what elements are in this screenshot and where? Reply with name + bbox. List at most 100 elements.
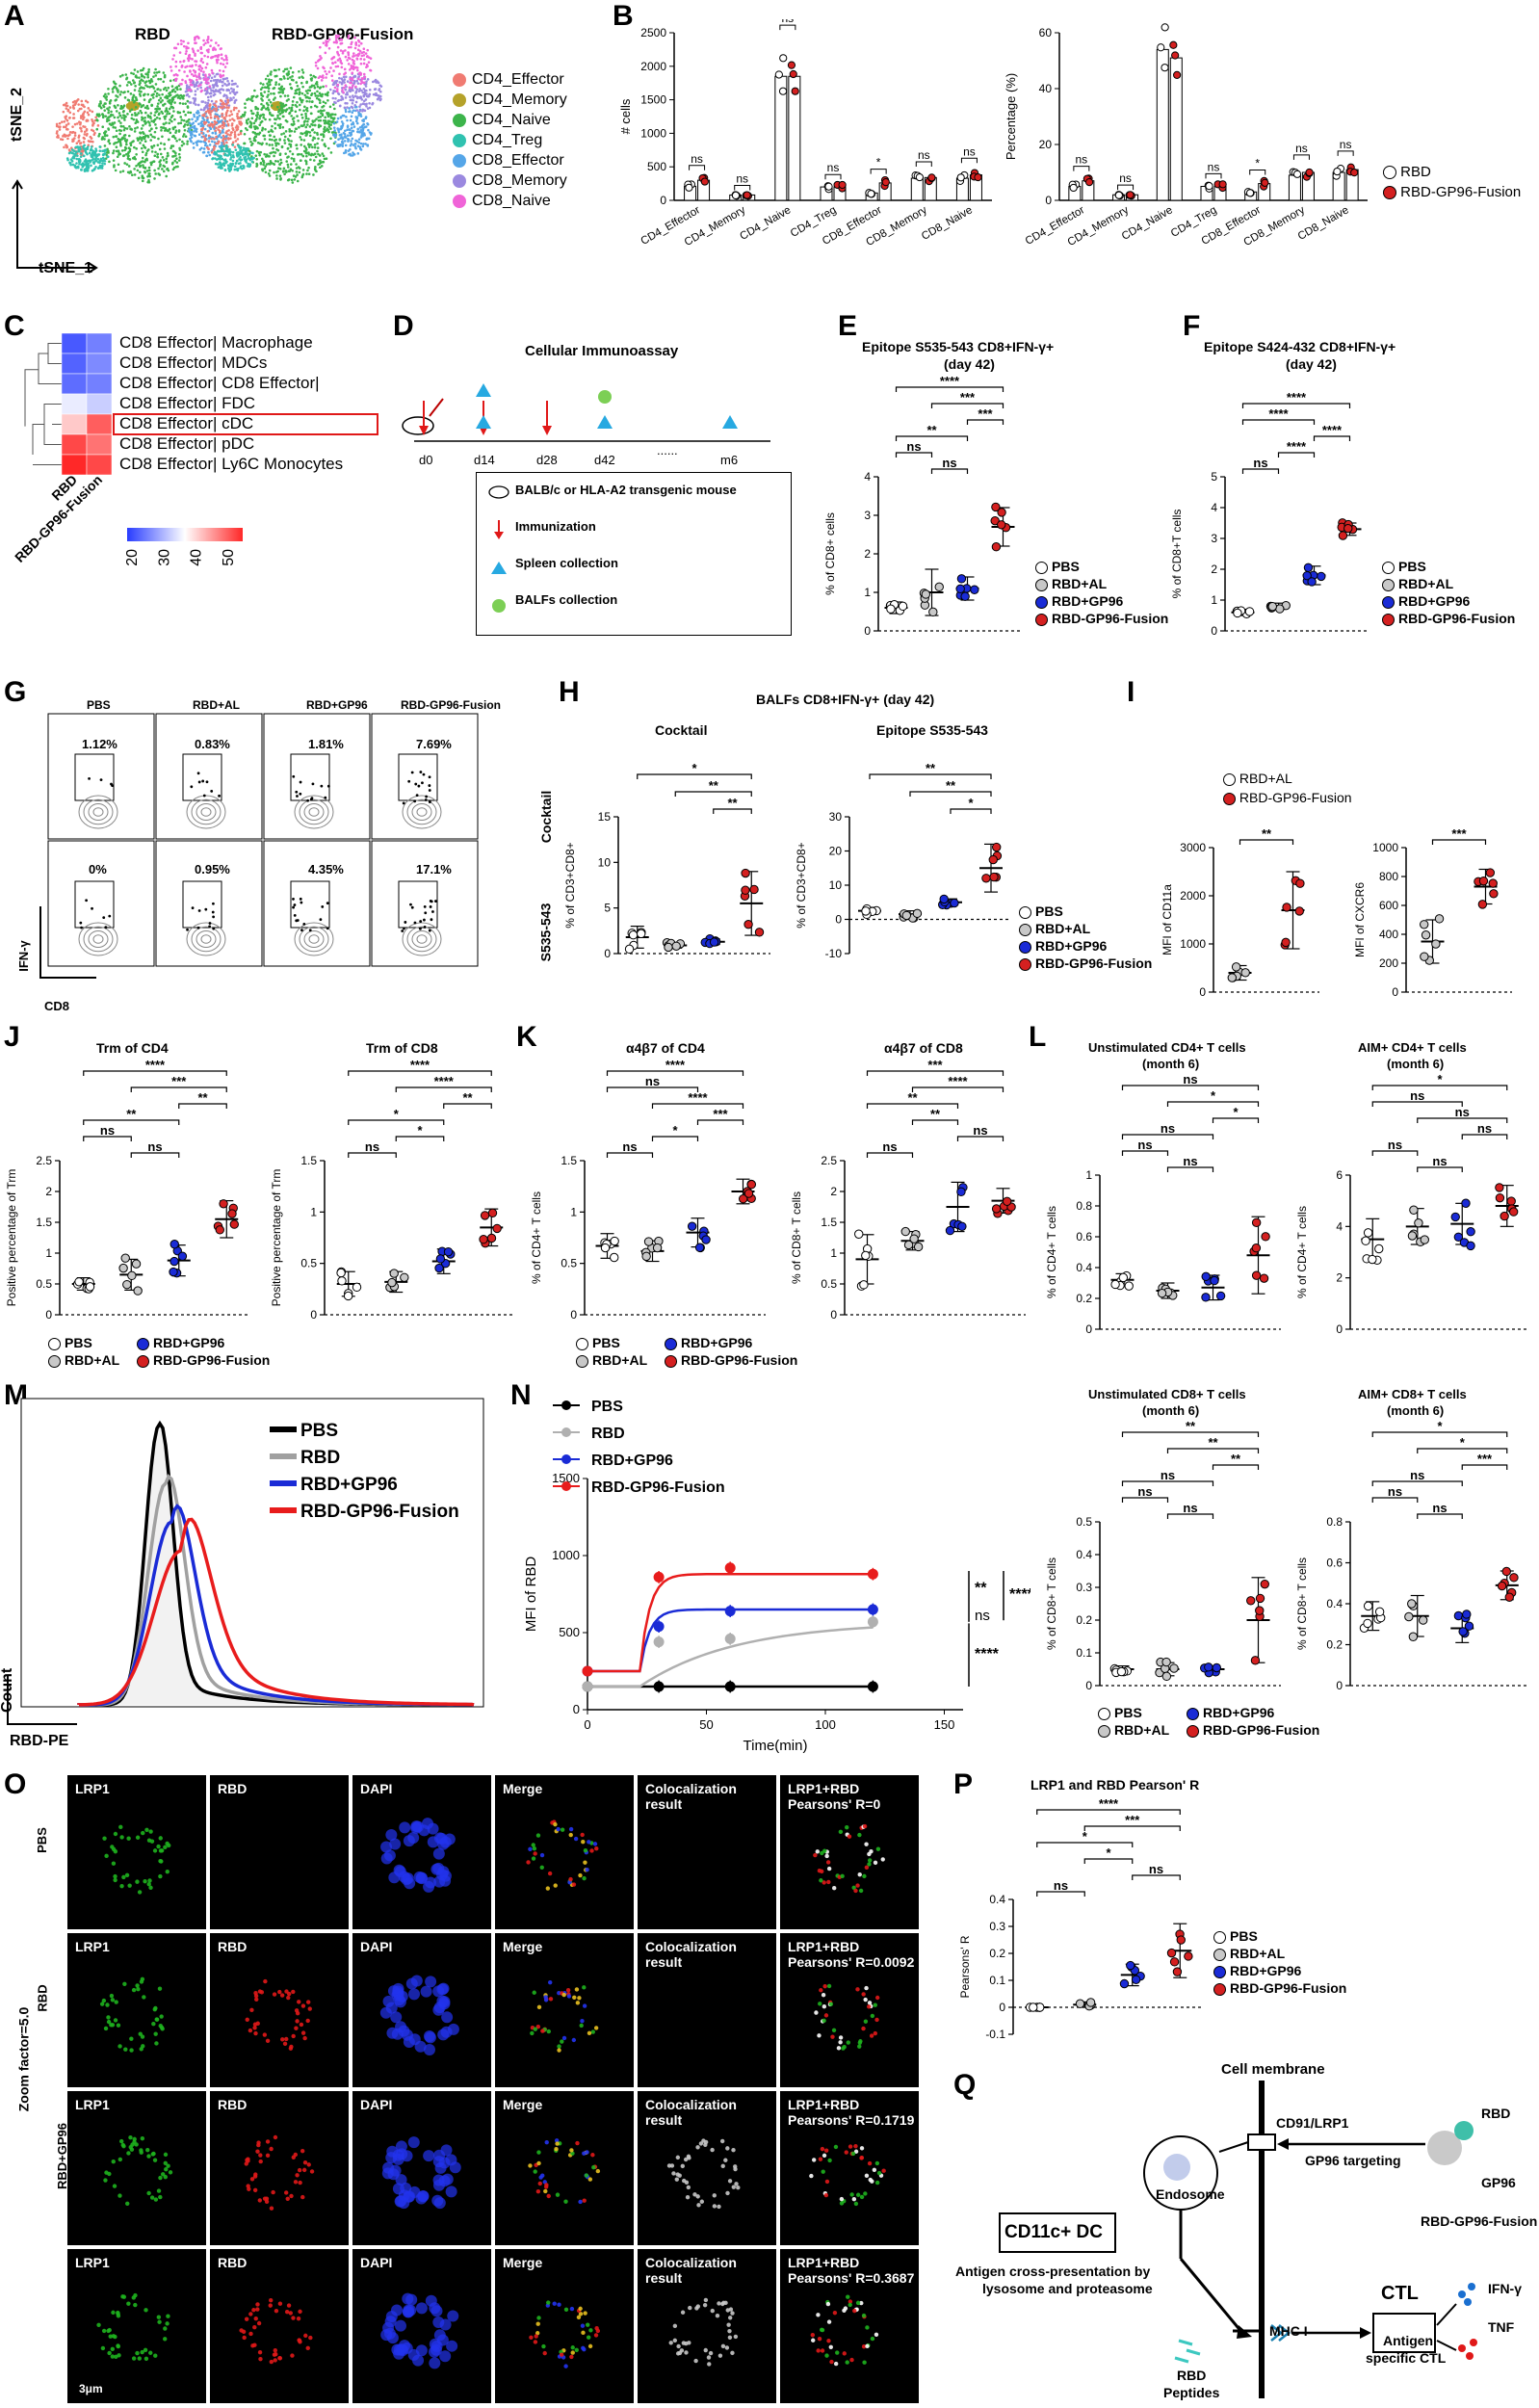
sig-bracket: [1073, 166, 1090, 171]
tsne-point: [143, 170, 146, 173]
tsne-point: [187, 41, 190, 45]
flow-event: [320, 784, 324, 788]
tsne-point: [346, 92, 350, 96]
tsne-point: [259, 161, 263, 165]
tsne-point: [222, 80, 224, 84]
tsne-point: [355, 121, 359, 125]
tsne-point: [314, 166, 317, 169]
tsne-point: [102, 104, 105, 107]
tsne-point: [229, 150, 233, 153]
tsne-point: [139, 80, 142, 83]
sig-label: **: [926, 423, 937, 437]
tsne-point: [177, 152, 181, 156]
tsne-point: [325, 157, 328, 160]
flow-contour: [88, 930, 109, 948]
sig-label: ns: [147, 1139, 162, 1154]
tsne-legend-label: CD4_Naive: [472, 112, 551, 128]
tsne-point: [153, 118, 157, 121]
tsne-point: [119, 138, 123, 142]
tsne-point: [339, 137, 342, 140]
tsne-point: [286, 166, 290, 169]
data-point: [1292, 170, 1302, 178]
data-point: [1409, 1205, 1419, 1215]
legend-marker: [1035, 578, 1048, 591]
tsne-point: [226, 98, 229, 102]
tsne-point: [184, 135, 188, 139]
tsne-point: [129, 127, 133, 131]
chart-h-sub2: Epitope S535-543: [876, 722, 988, 738]
tsne-point: [333, 129, 336, 132]
tsne-point: [193, 126, 196, 130]
data-point: [624, 944, 635, 955]
data-point: [1250, 1656, 1261, 1665]
tsne-point: [307, 145, 311, 148]
tsne-point: [354, 92, 357, 94]
tsne-point: [173, 90, 177, 93]
tsne-point: [229, 137, 232, 140]
tsne-point: [328, 88, 332, 92]
tsne-point: [209, 79, 213, 83]
legend-label: RBD-GP96-Fusion: [1203, 1722, 1320, 1738]
y-tick-label: 500: [559, 1625, 580, 1639]
legend-b-fusion: RBD-GP96-Fusion: [1400, 184, 1522, 200]
tsne-point: [100, 167, 104, 170]
tsne-point: [98, 159, 102, 163]
panel-label-a: A: [4, 0, 25, 32]
flow-event: [292, 898, 295, 901]
data-point: [215, 1225, 224, 1235]
flow-event: [428, 775, 431, 779]
sig-label: ***: [713, 1107, 728, 1121]
tsne-point: [130, 117, 134, 120]
tsne-point: [180, 82, 183, 86]
tsne-point: [239, 123, 243, 126]
tsne-point: [135, 120, 139, 123]
legend-label: PBS: [65, 1335, 92, 1350]
tsne-point: [204, 101, 207, 104]
tsne-point: [104, 92, 107, 96]
tsne-point: [327, 70, 331, 73]
tsne-point: [186, 140, 190, 144]
tsne-point: [115, 145, 118, 148]
data-point: [628, 930, 639, 940]
sig-bracket: [960, 157, 978, 164]
tsne-point: [132, 118, 136, 121]
tsne-point: [351, 129, 354, 133]
tsne-point: [143, 160, 146, 164]
tsne-point: [170, 114, 174, 118]
flow-event: [196, 772, 200, 775]
tsne-point: [259, 92, 263, 95]
tsne-point: [158, 112, 161, 116]
y-tick-label: 4: [1336, 1219, 1343, 1233]
tsne-point: [379, 85, 383, 88]
tsne-point: [325, 85, 327, 88]
legend-marker: [1382, 595, 1395, 609]
tsne-point: [159, 96, 163, 100]
tsne-point: [226, 109, 229, 112]
spleen-triangle: [597, 415, 613, 429]
tsne-point: [300, 138, 303, 142]
tsne-point: [121, 124, 125, 128]
tsne-point: [326, 121, 329, 125]
tsne-point: [333, 100, 336, 104]
tsne-point: [296, 153, 300, 156]
sig-label: *: [1255, 157, 1260, 170]
data-point: [898, 601, 908, 612]
tsne-point: [231, 118, 234, 120]
sig-label: ***: [1477, 1452, 1493, 1466]
tsne-point: [235, 151, 239, 155]
tsne-point: [179, 39, 183, 42]
tsne-point: [268, 144, 272, 146]
tsne-point: [146, 180, 149, 184]
tsne-point: [236, 138, 240, 141]
tsne-point: [215, 80, 219, 84]
data-point: [1305, 168, 1314, 177]
tsne-point: [143, 145, 146, 148]
tsne-point: [299, 136, 302, 139]
tsne-point: [235, 128, 239, 132]
tsne-point: [291, 118, 295, 120]
tsne-point: [129, 170, 132, 173]
tsne-point: [210, 122, 214, 126]
y-tick-label: 0: [1392, 985, 1398, 999]
tsne-point: [340, 82, 344, 86]
